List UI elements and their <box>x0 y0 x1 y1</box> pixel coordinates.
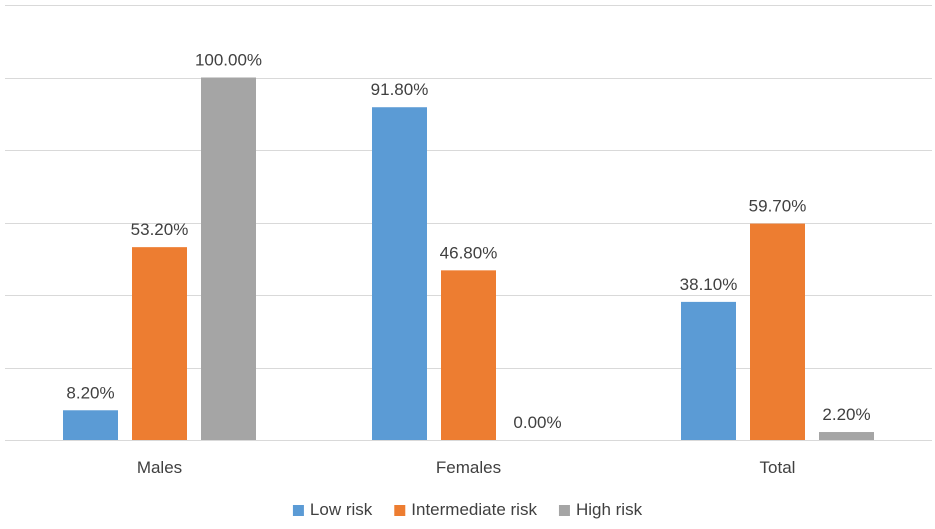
data-label-intermediate-risk-females: 46.80% <box>440 243 498 262</box>
bars <box>63 77 874 440</box>
x-tick-label-males: Males <box>137 458 182 477</box>
data-label-high-risk-males: 100.00% <box>195 51 262 70</box>
bar-low-risk-males <box>63 410 118 440</box>
legend-label-intermediate-risk: Intermediate risk <box>411 500 537 519</box>
legend-swatch-intermediate-risk <box>394 505 406 516</box>
data-label-intermediate-risk-males: 53.20% <box>131 220 189 239</box>
bar-low-risk-females <box>372 107 427 440</box>
x-tick-label-females: Females <box>436 458 501 477</box>
legend-item-intermediate-risk: Intermediate risk <box>394 500 537 519</box>
x-axis-tick-labels: Males Females Total <box>137 458 796 477</box>
legend-swatch-low-risk <box>292 505 304 516</box>
bar-intermediate-risk-males <box>132 247 187 440</box>
legend-items: Low risk Intermediate risk High risk <box>292 500 643 519</box>
bar-high-risk-males <box>201 77 256 440</box>
bar-intermediate-risk-females <box>441 270 496 440</box>
bar-high-risk-total <box>819 432 874 440</box>
legend: Low risk Intermediate risk High risk <box>292 500 643 519</box>
legend-swatch-high-risk <box>558 505 570 516</box>
legend-label-high-risk: High risk <box>576 500 643 519</box>
data-label-intermediate-risk-total: 59.70% <box>749 197 807 216</box>
data-label-high-risk-females: 0.00% <box>513 413 561 432</box>
data-label-high-risk-total: 2.20% <box>822 405 870 424</box>
data-label-low-risk-total: 38.10% <box>680 275 738 294</box>
legend-label-low-risk: Low risk <box>310 500 373 519</box>
legend-item-high-risk: High risk <box>558 500 643 519</box>
x-tick-label-total: Total <box>760 458 796 477</box>
bar-intermediate-risk-total <box>750 223 805 440</box>
data-label-low-risk-males: 8.20% <box>66 383 114 402</box>
data-label-low-risk-females: 91.80% <box>371 80 429 99</box>
legend-item-low-risk: Low risk <box>292 500 373 519</box>
bar-low-risk-total <box>681 301 736 440</box>
data-labels: 8.20% 53.20% 100.00% 91.80% 46.80% 0.00% 38.10… <box>66 51 870 433</box>
